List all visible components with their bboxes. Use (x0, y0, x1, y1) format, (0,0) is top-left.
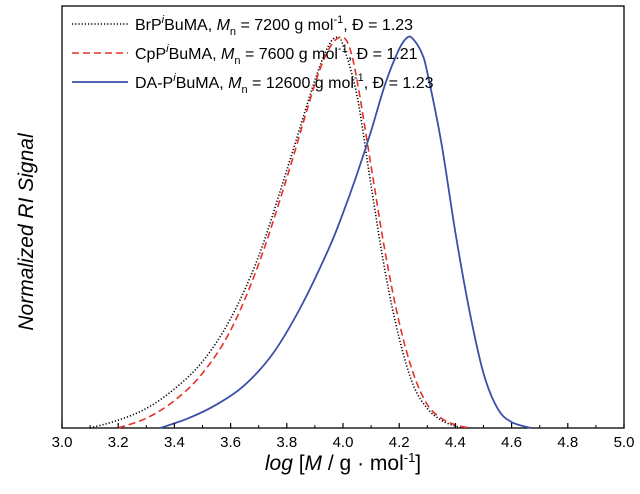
x-axis-label-M: M (305, 452, 323, 475)
x-tick-label: 3.2 (108, 434, 129, 451)
x-tick-label: 4.4 (445, 434, 466, 451)
legend-label-part: BrP (135, 17, 162, 34)
legend-label-part: BuMA, (169, 46, 221, 63)
legend-label-part: M (217, 17, 231, 34)
series-line-3 (160, 35, 532, 429)
x-tick-label: 5.0 (614, 434, 635, 451)
series-line-1 (89, 36, 470, 429)
legend-label-part: -1 (354, 72, 364, 84)
x-tick-label: 4.0 (333, 434, 354, 451)
legend-label-part: = 12600 g mol (248, 75, 354, 92)
legend-label-part: -1 (338, 43, 348, 55)
legend-label-part: i (173, 72, 176, 84)
legend-label-part: DA-P (135, 75, 173, 92)
x-tick-layer: 3.0 3.2 3.4 3.6 3.8 4.0 4.2 4.4 4.6 4.8 5.0 (52, 423, 635, 451)
legend-label-part: , Đ = 1.23 (364, 75, 434, 92)
legend-label-part: = 7600 g mol (241, 46, 338, 63)
legend-label-part: -1 (333, 14, 343, 26)
x-tick-label: 3.6 (220, 434, 241, 451)
series-layer (89, 35, 532, 429)
legend-label-part: CpP (135, 46, 166, 63)
legend-label-part: n (234, 55, 240, 67)
legend-label-part: , Đ = 1.23 (343, 17, 413, 34)
x-axis-label: log [M / g · mol-1] (265, 450, 421, 475)
x-axis-label-bracket-close: ] (415, 452, 421, 475)
legend-label-part: = 7200 g mol (236, 17, 333, 34)
legend-label-part: BuMA, (164, 17, 216, 34)
x-tick-label: 3.0 (52, 434, 73, 451)
legend-label-part: i (166, 43, 169, 55)
legend-label-part: BuMA, (176, 75, 228, 92)
x-axis-label-log: log (265, 452, 293, 475)
x-tick-label: 3.4 (164, 434, 185, 451)
x-tick-label: 4.8 (557, 434, 578, 451)
x-tick-label: 3.8 (276, 434, 297, 451)
legend-label-part: n (230, 26, 236, 38)
plot-frame (61, 5, 625, 429)
legend-label-2: CpPiBuMA, Mn = 7600 g mol-1, Đ = 1.21 (135, 43, 418, 67)
x-axis-label-bracket-open: [ (293, 452, 305, 475)
x-tick-label: 4.2 (389, 434, 410, 451)
legend-label-3: DA-PiBuMA, Mn = 12600 g mol-1, Đ = 1.23 (135, 72, 434, 96)
x-axis-label-unit: / g · mol (322, 452, 404, 475)
legend-label-1: BrPiBuMA, Mn = 7200 g mol-1, Đ = 1.23 (135, 14, 413, 38)
x-tick-label: 4.6 (501, 434, 522, 451)
legend-label-part: M (221, 46, 235, 63)
legend-label-part: n (241, 84, 247, 96)
x-axis-label-exp: -1 (404, 450, 416, 465)
legend-label-part: M (228, 75, 242, 92)
legend-label-part: i (162, 14, 165, 26)
y-axis-label: Normalized RI Signal (15, 132, 38, 331)
legend-label-part: , Đ = 1.21 (348, 46, 418, 63)
series-line-2 (117, 36, 470, 429)
legend: BrPiBuMA, Mn = 7200 g mol-1, Đ = 1.23CpP… (72, 14, 434, 96)
